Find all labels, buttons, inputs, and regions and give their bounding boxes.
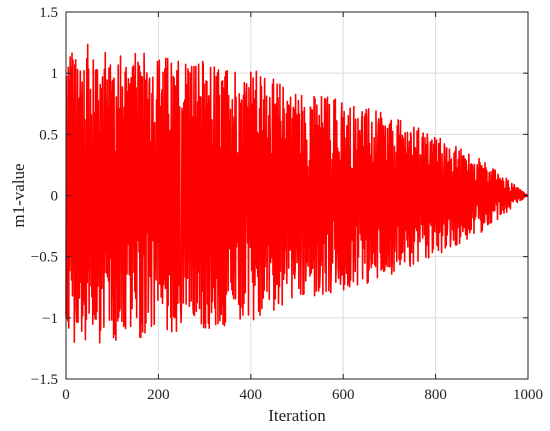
x-tick-label: 800 xyxy=(424,387,447,403)
series-layer xyxy=(65,43,529,344)
series-line-0 xyxy=(65,43,529,344)
y-tick-label: 1.5 xyxy=(39,5,58,21)
y-tick-label: −0.5 xyxy=(31,250,58,266)
y-tick-label: −1.5 xyxy=(31,372,58,388)
y-tick-label: 1 xyxy=(51,66,59,82)
x-tick-label: 600 xyxy=(332,387,355,403)
x-axis-label: Iteration xyxy=(268,406,326,425)
y-tick-label: −1 xyxy=(42,311,58,327)
x-tick-label: 0 xyxy=(62,387,70,403)
y-tick-label: 0 xyxy=(51,189,59,205)
x-tick-label: 1000 xyxy=(513,387,543,403)
y-tick-label: 0.5 xyxy=(39,127,58,143)
x-tick-label: 200 xyxy=(147,387,170,403)
x-tick-label: 400 xyxy=(240,387,263,403)
y-axis-label: m1-value xyxy=(9,163,28,227)
axis-ticks xyxy=(65,11,529,380)
tick-labels: 0 200 400 600 800 1000 1.5 1 0.5 0 −0.5 −1 −1.5 xyxy=(31,5,543,403)
